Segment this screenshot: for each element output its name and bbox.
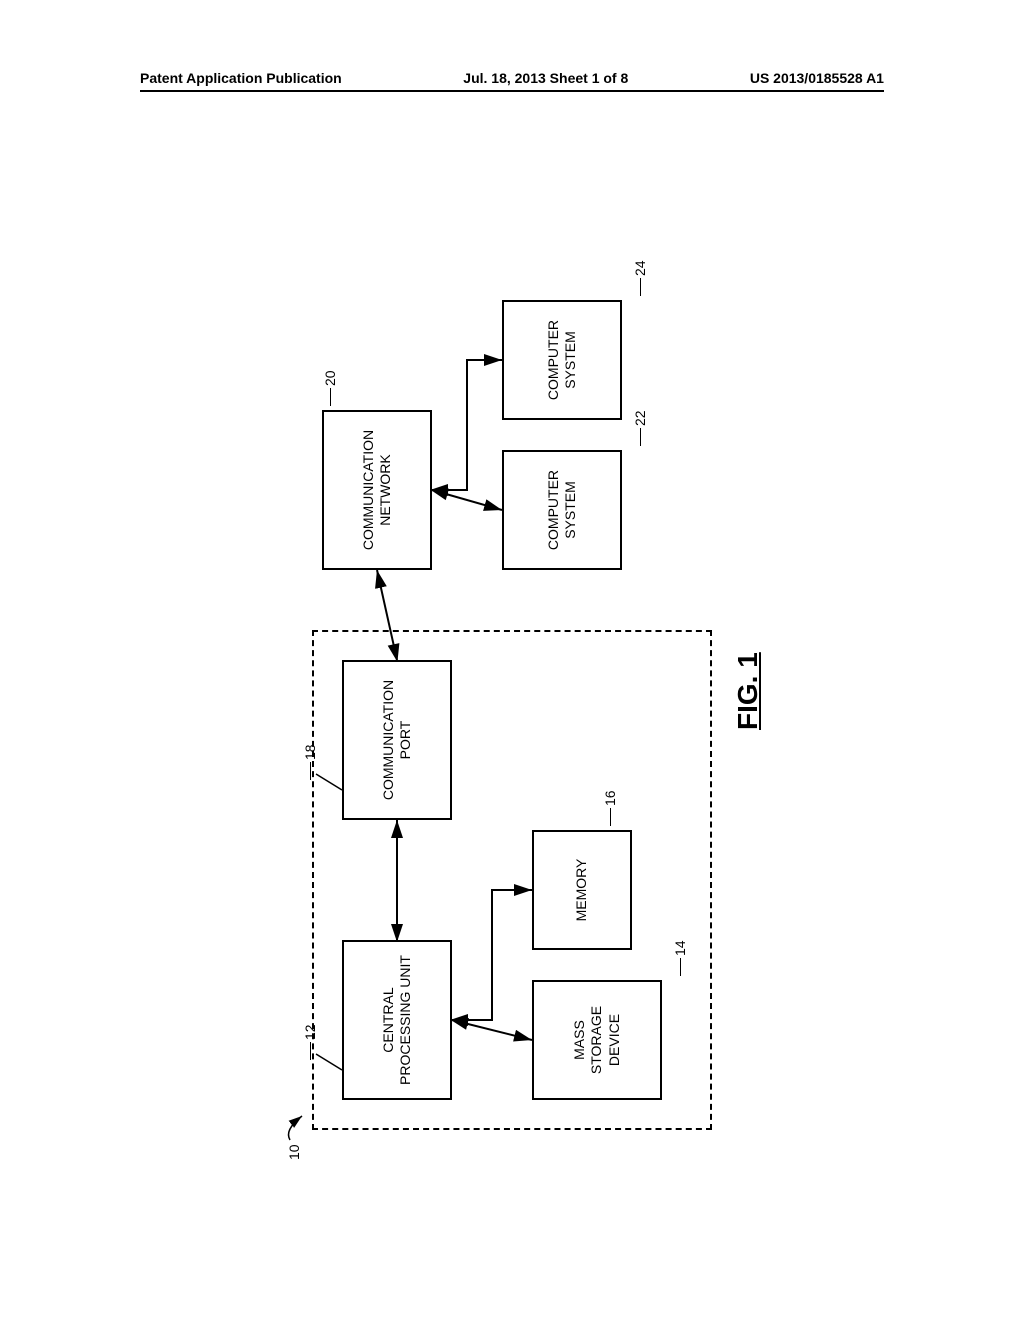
block-comp-sys-b-label: COMPUTERSYSTEM: [545, 320, 580, 400]
block-communication-network: COMMUNICATIONNETWORK: [322, 410, 432, 570]
ref-label-12: 12: [302, 1024, 318, 1060]
block-cpu: CENTRALPROCESSING UNIT: [342, 940, 452, 1100]
ref-label-10: 10: [282, 1112, 306, 1160]
diagram-canvas: CENTRALPROCESSING UNIT MASSSTORAGEDEVICE…: [252, 190, 772, 1190]
block-communication-port: COMMUNICATIONPORT: [342, 660, 452, 820]
block-comm-port-label: COMMUNICATIONPORT: [380, 680, 415, 800]
block-memory-label: MEMORY: [573, 859, 591, 922]
ref-label-16: 16: [602, 790, 618, 826]
block-comm-net-label: COMMUNICATIONNETWORK: [360, 430, 395, 550]
header-left: Patent Application Publication: [140, 70, 342, 86]
page-root: Patent Application Publication Jul. 18, …: [0, 0, 1024, 1320]
block-mass-storage-label: MASSSTORAGEDEVICE: [571, 1006, 624, 1074]
ref-label-14: 14: [672, 940, 688, 976]
figure-area: CENTRALPROCESSING UNIT MASSSTORAGEDEVICE…: [140, 160, 884, 1220]
ref-label-22: 22: [632, 410, 648, 446]
ref-label-18: 18: [302, 744, 318, 780]
block-computer-system-b: COMPUTERSYSTEM: [502, 300, 622, 420]
block-mass-storage: MASSSTORAGEDEVICE: [532, 980, 662, 1100]
header-right: US 2013/0185528 A1: [750, 70, 884, 86]
block-cpu-label: CENTRALPROCESSING UNIT: [380, 955, 415, 1085]
block-memory: MEMORY: [532, 830, 632, 950]
block-comp-sys-a-label: COMPUTERSYSTEM: [545, 470, 580, 550]
figure-caption: FIG. 1: [732, 652, 764, 730]
page-header: Patent Application Publication Jul. 18, …: [140, 70, 884, 92]
header-middle: Jul. 18, 2013 Sheet 1 of 8: [463, 70, 628, 86]
block-computer-system-a: COMPUTERSYSTEM: [502, 450, 622, 570]
ref-label-20: 20: [322, 370, 338, 406]
ref-label-24: 24: [632, 260, 648, 296]
